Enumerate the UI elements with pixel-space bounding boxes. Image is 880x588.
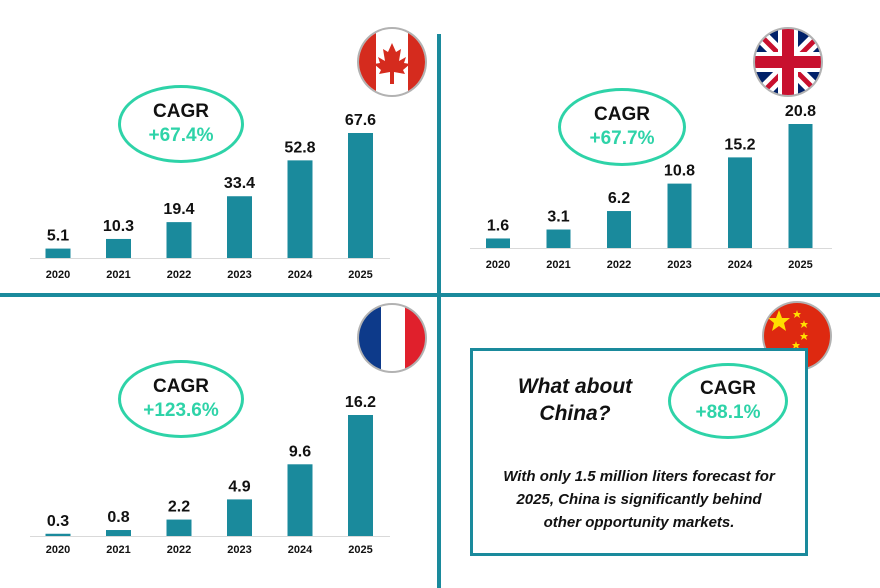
x-tick-label: 2025: [788, 259, 812, 271]
bar: [287, 160, 313, 258]
cagr-value: +67.7%: [589, 128, 655, 149]
bar: [728, 157, 752, 248]
vertical-divider: [437, 34, 441, 588]
x-tick-label: 2025: [348, 544, 372, 556]
data-label: 33.4: [224, 175, 255, 192]
cagr-value: +123.6%: [143, 400, 219, 421]
bar: [106, 238, 131, 258]
x-tick-label: 2020: [46, 544, 70, 556]
bar: [486, 238, 510, 248]
data-label: 15.2: [724, 136, 755, 153]
bar: [667, 183, 692, 248]
china-title-line1: What about: [517, 375, 633, 398]
data-label: 67.6: [345, 112, 376, 129]
china-note-line1: With only 1.5 million liters forecast fo…: [503, 468, 775, 485]
cagr-badge-china: CAGR +88.1%: [668, 363, 788, 439]
data-label: 19.4: [163, 201, 194, 218]
x-tick-label: 2024: [288, 269, 313, 281]
bar-chart-united-kingdom: 1.6 2020 3.1 2021 6.2 2022 10.8 2023 15.2 2024 20.…: [470, 103, 832, 271]
data-label: 0.3: [47, 513, 69, 530]
cagr-label: CAGR: [153, 376, 209, 397]
china-note-line3: other opportunity markets.: [543, 514, 735, 531]
data-label: 3.1: [547, 209, 569, 226]
canada-flag-icon: [357, 27, 427, 97]
bar: [166, 519, 192, 536]
x-tick-label: 2021: [106, 269, 130, 281]
horizontal-divider: [0, 293, 880, 297]
bar-chart-canada: 5.1 2020 10.3 2021 19.4 2022 33.4 2023 52.8 2024 6…: [30, 112, 390, 281]
x-tick-label: 2022: [167, 544, 191, 556]
bar: [607, 211, 631, 248]
x-tick-label: 2021: [546, 259, 570, 271]
cagr-value: +67.4%: [148, 125, 214, 146]
data-label: 2.2: [168, 499, 190, 516]
x-tick-label: 2024: [728, 259, 753, 271]
data-label: 16.2: [345, 394, 376, 411]
bar: [287, 464, 313, 536]
data-label: 9.6: [289, 443, 311, 460]
cagr-badge-uk: CAGR +67.7%: [558, 88, 686, 166]
bar: [348, 415, 373, 536]
bar: [166, 222, 192, 258]
bar: [546, 229, 571, 248]
cagr-label: CAGR: [594, 104, 650, 125]
x-tick-label: 2020: [46, 269, 70, 281]
data-label: 10.8: [664, 163, 695, 180]
bar: [227, 196, 252, 258]
data-label: 4.9: [228, 478, 250, 495]
uk-flag-icon: [753, 27, 823, 97]
x-tick-label: 2020: [486, 259, 510, 271]
bar: [227, 499, 252, 536]
x-tick-label: 2022: [167, 269, 191, 281]
x-tick-label: 2023: [227, 269, 251, 281]
france-flag-icon: [357, 303, 427, 373]
cagr-badge-canada: CAGR +67.4%: [118, 85, 244, 163]
bar: [348, 133, 373, 258]
cagr-badge-france: CAGR +123.6%: [118, 360, 244, 438]
cagr-label: CAGR: [700, 378, 756, 399]
x-tick-label: 2022: [607, 259, 631, 271]
x-tick-label: 2025: [348, 269, 372, 281]
data-label: 52.8: [284, 139, 315, 156]
bar-chart-france: 0.3 2020 0.8 2021 2.2 2022 4.9 2023 9.6 2024 16.2 2…: [30, 394, 390, 556]
china-title-line2: China?: [539, 402, 611, 425]
china-note-line2: 2025, China is significantly behind: [516, 491, 762, 508]
bar: [106, 530, 131, 536]
cagr-label: CAGR: [153, 101, 209, 122]
bar: [45, 248, 71, 258]
china-info-box: What about China? CAGR +88.1% With only …: [470, 348, 808, 556]
x-tick-label: 2023: [667, 259, 691, 271]
x-tick-label: 2021: [106, 544, 130, 556]
x-tick-label: 2023: [227, 544, 251, 556]
data-label: 5.1: [47, 228, 69, 245]
bar: [788, 124, 813, 248]
data-label: 0.8: [107, 509, 129, 526]
china-note: With only 1.5 million liters forecast fo…: [481, 465, 797, 534]
bar: [45, 533, 71, 536]
china-title: What about China?: [495, 373, 655, 427]
data-label: 10.3: [103, 218, 134, 235]
data-label: 20.8: [785, 103, 816, 120]
data-label: 1.6: [487, 217, 509, 234]
cagr-value: +88.1%: [695, 402, 761, 423]
data-label: 6.2: [608, 190, 630, 207]
x-tick-label: 2024: [288, 544, 313, 556]
